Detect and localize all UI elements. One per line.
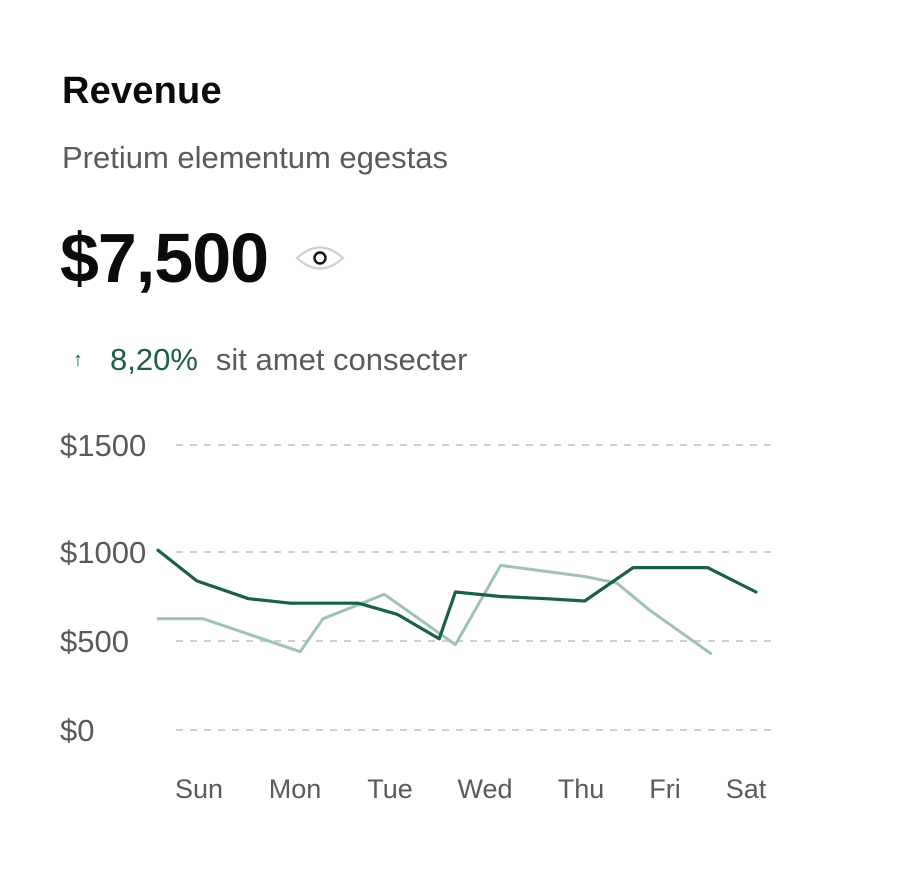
trend-percent: 8,20%	[110, 342, 198, 377]
x-tick-label: Wed	[457, 774, 512, 804]
x-tick-label: Mon	[269, 774, 322, 804]
x-tick-label: Thu	[558, 774, 605, 804]
x-tick-label: Sat	[726, 774, 767, 804]
y-tick-label: $0	[60, 713, 94, 748]
trend-text: sit amet consecter	[215, 342, 468, 377]
x-tick-label: Tue	[367, 774, 413, 804]
y-tick-label: $1000	[60, 535, 146, 570]
card-subtitle: Pretium elementum egestas	[62, 140, 448, 175]
trend-row: ↑ 8,20% sit amet consecter	[68, 342, 467, 378]
x-tick-label: Sun	[175, 774, 223, 804]
arrow-up-icon: ↑	[73, 348, 83, 371]
series-line-1	[156, 548, 758, 641]
revenue-amount: $7,500	[60, 219, 269, 297]
y-tick-label: $1500	[60, 428, 146, 463]
x-tick-label: Fri	[649, 774, 680, 804]
eye-icon[interactable]	[294, 240, 346, 276]
card-title: Revenue	[62, 70, 222, 112]
y-tick-label: $500	[60, 624, 129, 659]
series-line-2	[156, 563, 713, 655]
amount-row: $7,500	[60, 218, 346, 298]
